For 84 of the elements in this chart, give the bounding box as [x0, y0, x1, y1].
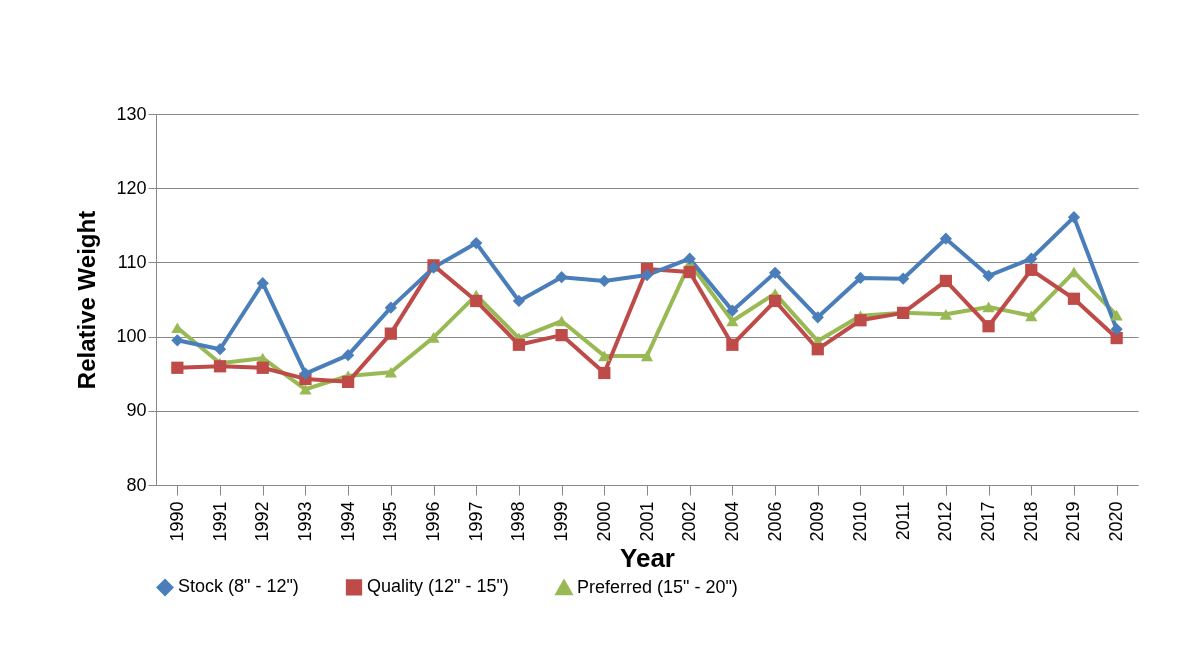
point: [726, 315, 739, 327]
point: [1110, 323, 1123, 336]
point: [640, 350, 654, 362]
x-tick-label: 1992: [252, 501, 273, 542]
x-tick-label: 1999: [551, 501, 572, 542]
y-tick-label: 120: [116, 177, 147, 198]
x-tick-label: 1993: [294, 501, 315, 542]
legend-label: Quality (12" - 15"): [367, 576, 509, 597]
point: [342, 349, 355, 362]
point: [897, 272, 910, 285]
point: [1067, 292, 1081, 305]
x-tick-label: 1990: [166, 501, 187, 542]
point: [982, 320, 995, 333]
point: [512, 294, 526, 308]
x-tick-label: 2001: [636, 501, 657, 542]
y-tick-label: 110: [117, 251, 147, 272]
x-tick-label: 1996: [423, 501, 444, 542]
point: [470, 294, 483, 308]
x-tick-label: 2020: [1106, 501, 1127, 542]
x-tick-label: 2009: [807, 501, 828, 542]
x-tick-label: 2017: [978, 501, 999, 542]
point: [683, 252, 696, 265]
point: [598, 366, 611, 380]
x-tick-label: 2011: [892, 501, 913, 541]
x-tick-label: 2012: [935, 501, 956, 542]
point: [726, 338, 739, 351]
x-tick-label: 2002: [679, 501, 700, 542]
point: [854, 271, 867, 285]
point: [555, 271, 568, 284]
legend-label: Stock (8" - 12"): [178, 576, 299, 597]
point: [1025, 263, 1038, 276]
y-axis-title: Relative Weight: [73, 210, 101, 390]
point: [768, 266, 782, 279]
point: [1067, 211, 1081, 224]
x-tick-label: 1995: [380, 501, 401, 542]
x-tick-label: 2000: [593, 501, 614, 542]
point: [768, 294, 782, 308]
point: [299, 367, 312, 380]
point: [811, 343, 824, 356]
x-tick-label: 2019: [1063, 501, 1084, 542]
point: [1025, 310, 1038, 322]
point: [213, 343, 227, 356]
point: [939, 232, 952, 245]
x-tick-label: 2018: [1020, 501, 1041, 542]
point: [171, 334, 184, 347]
point: [470, 236, 483, 250]
x-tick-label: 2010: [849, 501, 870, 542]
x-axis-title: Year: [620, 542, 675, 573]
x-tick-label: 2006: [764, 501, 785, 542]
y-tick-label: 100: [116, 326, 147, 347]
point: [384, 366, 397, 378]
point: [982, 269, 995, 282]
point: [854, 314, 867, 327]
point: [342, 375, 355, 388]
point: [939, 309, 952, 320]
point: [256, 361, 269, 374]
x-tick-label: 1994: [337, 501, 358, 542]
point: [512, 338, 526, 351]
point: [1110, 331, 1123, 345]
x-tick-label: 1998: [508, 501, 529, 542]
legend-label: Preferred (15" - 20"): [577, 576, 738, 597]
point: [811, 311, 824, 324]
point: [726, 304, 739, 317]
point: [598, 274, 611, 288]
point: [683, 265, 696, 279]
point: [982, 301, 995, 313]
x-tick-label: 1991: [209, 501, 230, 542]
x-tick-label: 2004: [721, 501, 742, 542]
y-tick-label: 80: [126, 474, 147, 495]
point: [555, 328, 568, 342]
x-tick-label: 1997: [465, 501, 486, 542]
point: [213, 360, 227, 373]
y-tick-label: 90: [126, 400, 147, 421]
point: [1110, 309, 1123, 321]
point: [256, 277, 269, 290]
y-tick-label: 130: [116, 103, 147, 124]
point: [939, 274, 952, 288]
point: [171, 361, 184, 374]
point: [640, 268, 654, 282]
point: [384, 327, 397, 340]
point: [1025, 252, 1038, 265]
point: [1067, 266, 1081, 278]
point: [598, 350, 611, 362]
point: [384, 301, 397, 314]
